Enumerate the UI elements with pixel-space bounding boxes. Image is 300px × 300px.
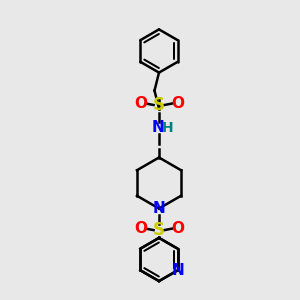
Text: N: N [153,201,165,216]
Text: O: O [134,96,147,111]
Text: N: N [152,120,164,135]
Text: N: N [171,263,184,278]
Text: S: S [153,221,165,239]
Text: O: O [134,221,147,236]
Text: H: H [162,121,173,134]
Text: O: O [171,221,184,236]
Text: O: O [171,96,184,111]
Text: S: S [153,96,165,114]
